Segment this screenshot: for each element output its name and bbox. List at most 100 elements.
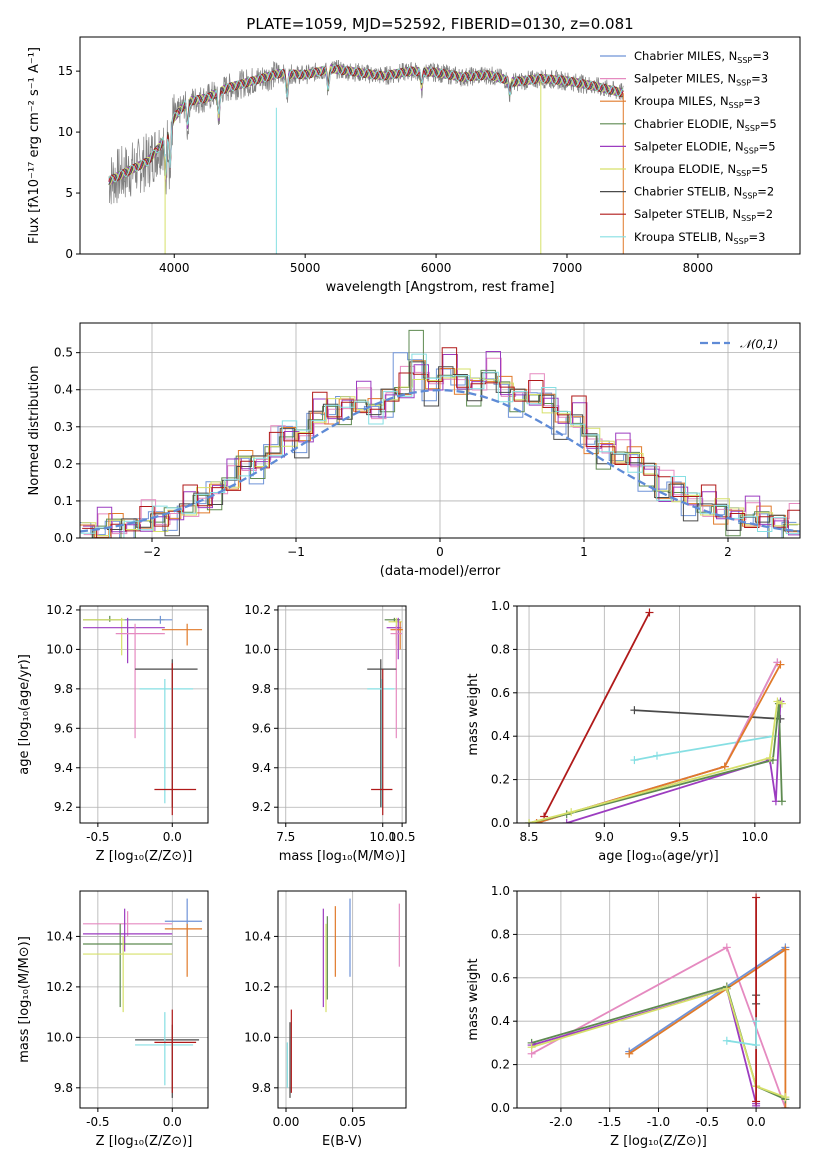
age_vs_Z-frame [79, 605, 209, 824]
y-tick-label: 0.2 [491, 1058, 510, 1072]
y-tick-label: 10.0 [46, 1030, 73, 1044]
residual-histogram [82, 347, 800, 538]
y-tick-label: 10.0 [244, 1030, 271, 1044]
weight-line [531, 987, 786, 1099]
mass_vs_EBV-frame [277, 890, 407, 1109]
x-tick-label: 0 [436, 545, 444, 559]
y-tick-label: 10.0 [244, 642, 271, 656]
y-tick-label: 9.2 [54, 800, 73, 814]
weight-line [531, 987, 757, 1106]
age_vs_mass-plot-area [278, 606, 406, 823]
x-tick-label: −2 [143, 545, 161, 559]
legend-subscript: SSP [736, 169, 751, 178]
spectrum-model-line [108, 64, 624, 182]
y-tick-label: 10.2 [244, 603, 271, 617]
x-tick-label: 9.5 [670, 830, 689, 844]
y-tick-label: 10.4 [46, 929, 73, 943]
y-tick-label: 0.0 [491, 1101, 510, 1115]
gaussian-legend-label: 𝒩(0,1) [740, 337, 778, 351]
x-tick-label: 10.0 [369, 830, 396, 844]
legend-subscript: SSP [742, 192, 757, 201]
x-axis-label: Z [log₁₀(Z/Z⊙)] [610, 1134, 707, 1149]
y-tick-label: 10.4 [244, 929, 271, 943]
age_vs_Z-plot-area [80, 606, 208, 823]
weight-line [528, 703, 783, 823]
x-tick-label: -0.5 [696, 1115, 719, 1129]
y-tick-label: 0.1 [54, 494, 73, 508]
legend-label: Chabrier MILES, NSSP=3 [634, 49, 769, 65]
y-tick-label: 10.2 [244, 980, 271, 994]
x-tick-label: 6000 [421, 261, 452, 275]
residual-histogram [80, 329, 798, 538]
legend-label: Kroupa ELODIE, NSSP=5 [634, 162, 768, 178]
weight_vs_Z-plot-area [517, 891, 800, 1108]
x-tick-label: -2.0 [549, 1115, 572, 1129]
residual-histogram [81, 368, 800, 536]
legend-value: =5 [760, 117, 777, 131]
x-axis-label: wavelength [Angstrom, rest frame] [326, 280, 555, 295]
y-axis-label: Normed distribution [27, 366, 42, 496]
legend-subscript: SSP [734, 237, 749, 246]
y-tick-label: 1.0 [491, 884, 510, 898]
x-tick-label: 0.0 [747, 1115, 766, 1129]
mass_vs_Z-frame [79, 890, 209, 1109]
age_vs_mass-frame [277, 605, 407, 824]
x-tick-label: 8.5 [519, 830, 538, 844]
y-tick-label: 0.3 [54, 420, 73, 434]
legend-subscript: SSP [741, 214, 756, 223]
y-tick-label: 0.6 [491, 686, 510, 700]
x-axis-label: mass [log₁₀(M/M⊙)] [279, 849, 406, 864]
y-tick-label: 0 [65, 247, 73, 261]
legend-subscript: SSP [745, 124, 760, 133]
mass_vs_EBV-plot-area [278, 891, 406, 1108]
x-tick-label: 8000 [683, 261, 714, 275]
weight_vs_age-plot-area [517, 606, 800, 823]
x-tick-label: 7000 [552, 261, 583, 275]
x-tick-label: 0.00 [273, 1115, 300, 1129]
y-axis-label: age [log₁₀(age/yr)] [17, 654, 32, 775]
weight-line [543, 612, 651, 817]
y-tick-label: 0.4 [491, 1014, 510, 1028]
y-tick-label: 15 [58, 64, 73, 78]
x-tick-label: 4000 [159, 261, 190, 275]
figure-title: PLATE=1059, MJD=52592, FIBERID=0130, z=0… [246, 15, 633, 33]
x-axis-label: E(B-V) [322, 1134, 362, 1149]
x-tick-label: −1 [287, 545, 305, 559]
legend-value: =3 [752, 49, 769, 63]
x-tick-label: 1 [580, 545, 588, 559]
y-tick-label: 10.2 [46, 980, 73, 994]
spectrum-frame [79, 36, 801, 255]
x-tick-label: 10.5 [389, 830, 416, 844]
legend-value: =2 [756, 207, 773, 221]
y-tick-label: 9.4 [252, 761, 271, 775]
y-tick-label: 9.6 [252, 721, 271, 735]
legend-value: =3 [751, 72, 768, 86]
y-tick-label: 0.6 [491, 971, 510, 985]
y-tick-label: 0.5 [54, 346, 73, 360]
y-tick-label: 9.4 [54, 761, 73, 775]
weight-line [628, 946, 786, 1053]
x-tick-label: 0.0 [163, 830, 182, 844]
weight-line [634, 709, 781, 720]
legend-label: Kroupa MILES, NSSP=3 [634, 94, 760, 110]
mass_vs_Z-plot-area [80, 891, 208, 1108]
legend-label: Kroupa STELIB, NSSP=3 [634, 230, 765, 246]
x-tick-label: 9.0 [595, 830, 614, 844]
y-tick-label: 10.0 [46, 642, 73, 656]
x-tick-label: 5000 [290, 261, 321, 275]
residuals-plot-area [80, 323, 800, 538]
x-tick-label: 7.5 [276, 830, 295, 844]
x-axis-label: Z [log₁₀(Z/Z⊙)] [96, 1134, 193, 1149]
x-tick-label: -1.5 [598, 1115, 621, 1129]
weight-line [634, 735, 774, 761]
y-tick-label: 0.0 [54, 531, 73, 545]
weight-line [566, 701, 782, 823]
y-tick-label: 0.4 [491, 729, 510, 743]
y-tick-label: 0.4 [54, 383, 73, 397]
x-tick-label: 0.05 [339, 1115, 366, 1129]
x-axis-label: age [log₁₀(age/yr)] [598, 849, 719, 864]
x-tick-label: -0.5 [86, 1115, 109, 1129]
y-tick-label: 9.8 [54, 682, 73, 696]
y-tick-label: 1.0 [491, 599, 510, 613]
